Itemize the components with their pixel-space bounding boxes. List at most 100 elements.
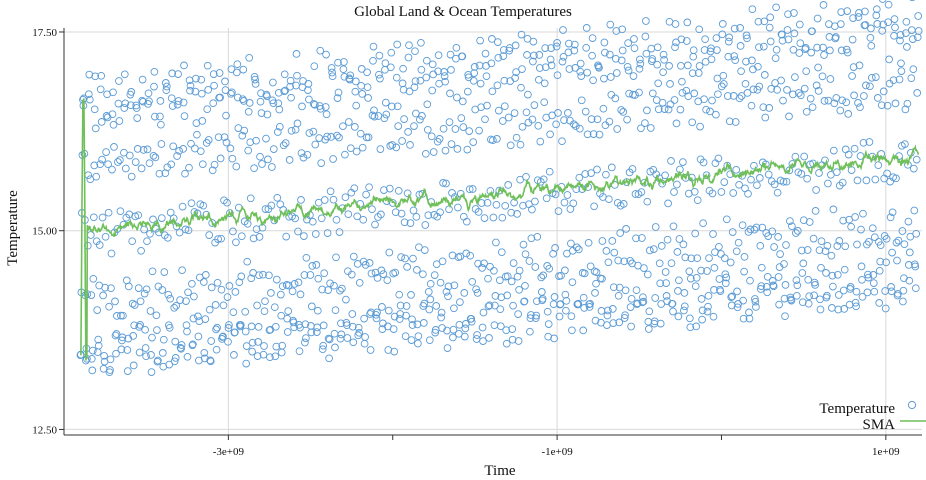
temperature-point	[857, 262, 866, 271]
temperature-point	[442, 179, 450, 188]
temperature-point	[698, 315, 706, 324]
temperature-point	[802, 67, 811, 76]
temperature-point	[707, 44, 715, 53]
temperature-point	[273, 128, 282, 136]
temperature-point	[459, 212, 468, 221]
temperature-point	[784, 35, 793, 44]
temperature-point	[654, 79, 663, 88]
temperature-point	[637, 188, 646, 196]
temperature-point	[695, 62, 704, 70]
temperature-point	[177, 341, 186, 349]
temperature-point	[866, 82, 874, 91]
temperature-point	[546, 130, 554, 139]
temperature-point	[826, 46, 834, 55]
temperature-point	[266, 353, 274, 362]
temperature-point	[346, 71, 355, 80]
temperature-point	[452, 43, 461, 52]
temperature-point	[720, 178, 729, 186]
temperature-point	[88, 366, 97, 375]
temperature-point	[186, 81, 195, 90]
temperature-point	[897, 67, 906, 75]
temperature-point	[399, 85, 408, 94]
temperature-point	[310, 100, 319, 109]
temperature-point	[493, 81, 502, 90]
temperature-point	[609, 283, 618, 292]
temperature-point	[161, 79, 170, 87]
temperature-point	[216, 154, 225, 163]
temperature-point	[624, 66, 633, 75]
temperature-point	[182, 297, 190, 305]
temperature-point	[714, 90, 722, 99]
temperature-point	[424, 287, 433, 296]
temperature-point	[603, 311, 612, 320]
temperature-point	[856, 103, 864, 112]
temperature-point	[851, 213, 859, 221]
temperature-point	[773, 85, 781, 94]
temperature-point	[763, 288, 772, 297]
temperature-point	[593, 165, 601, 174]
temperature-point	[532, 311, 541, 320]
temperature-point	[793, 227, 802, 235]
temperature-point	[715, 275, 724, 283]
temperature-point	[479, 308, 488, 317]
temperature-point	[251, 75, 259, 84]
temperature-point	[493, 38, 502, 46]
temperature-point	[394, 122, 403, 130]
temperature-point	[601, 48, 609, 57]
temperature-point	[509, 301, 517, 310]
temperature-point	[413, 266, 421, 274]
temperature-point	[726, 258, 735, 267]
temperature-point	[806, 94, 815, 103]
temperature-point	[317, 214, 326, 223]
temperature-point	[485, 301, 494, 310]
temperature-point	[301, 320, 310, 329]
temperature-point	[574, 299, 583, 308]
temperature-point	[544, 332, 553, 341]
temperature-point	[704, 291, 713, 300]
temperature-point	[170, 303, 179, 312]
temperature-point	[549, 300, 558, 309]
temperature-point	[874, 161, 883, 170]
temperature-point	[365, 183, 373, 192]
temperature-point	[402, 311, 410, 320]
temperature-point	[748, 5, 757, 14]
temperature-point	[242, 359, 251, 368]
temperature-point	[736, 42, 745, 50]
temperature-point	[174, 97, 183, 105]
temperature-point	[882, 258, 890, 267]
temperature-point	[139, 146, 148, 154]
temperature-point	[246, 194, 255, 203]
temperature-point	[843, 48, 852, 57]
temperature-point	[682, 86, 691, 95]
temperature-point	[781, 281, 790, 289]
temperature-point	[783, 26, 792, 34]
temperature-point	[685, 267, 694, 276]
temperature-point	[690, 187, 699, 196]
temperature-point	[691, 229, 700, 238]
temperature-point	[187, 139, 195, 148]
temperature-point	[707, 55, 716, 64]
temperature-point	[108, 165, 116, 174]
temperature-point	[640, 264, 648, 272]
temperature-point	[183, 352, 192, 361]
temperature-point	[322, 50, 330, 59]
temperature-point	[601, 121, 610, 130]
temperature-point	[608, 305, 617, 313]
temperature-point	[609, 319, 618, 327]
temperature-point	[660, 105, 669, 113]
temperature-point	[212, 345, 221, 354]
temperature-point	[247, 274, 256, 283]
temperature-point	[311, 140, 320, 149]
temperature-point	[411, 77, 420, 86]
temperature-point	[717, 82, 726, 91]
temperature-point	[137, 246, 145, 255]
temperature-point	[759, 103, 768, 112]
temperature-point	[727, 293, 736, 301]
temperature-point	[780, 260, 788, 268]
temperature-point	[689, 52, 698, 61]
temperature-point	[439, 124, 448, 133]
temperature-point	[458, 52, 467, 61]
temperature-point	[739, 314, 748, 323]
temperature-point	[759, 42, 768, 51]
temperature-point	[84, 171, 93, 180]
